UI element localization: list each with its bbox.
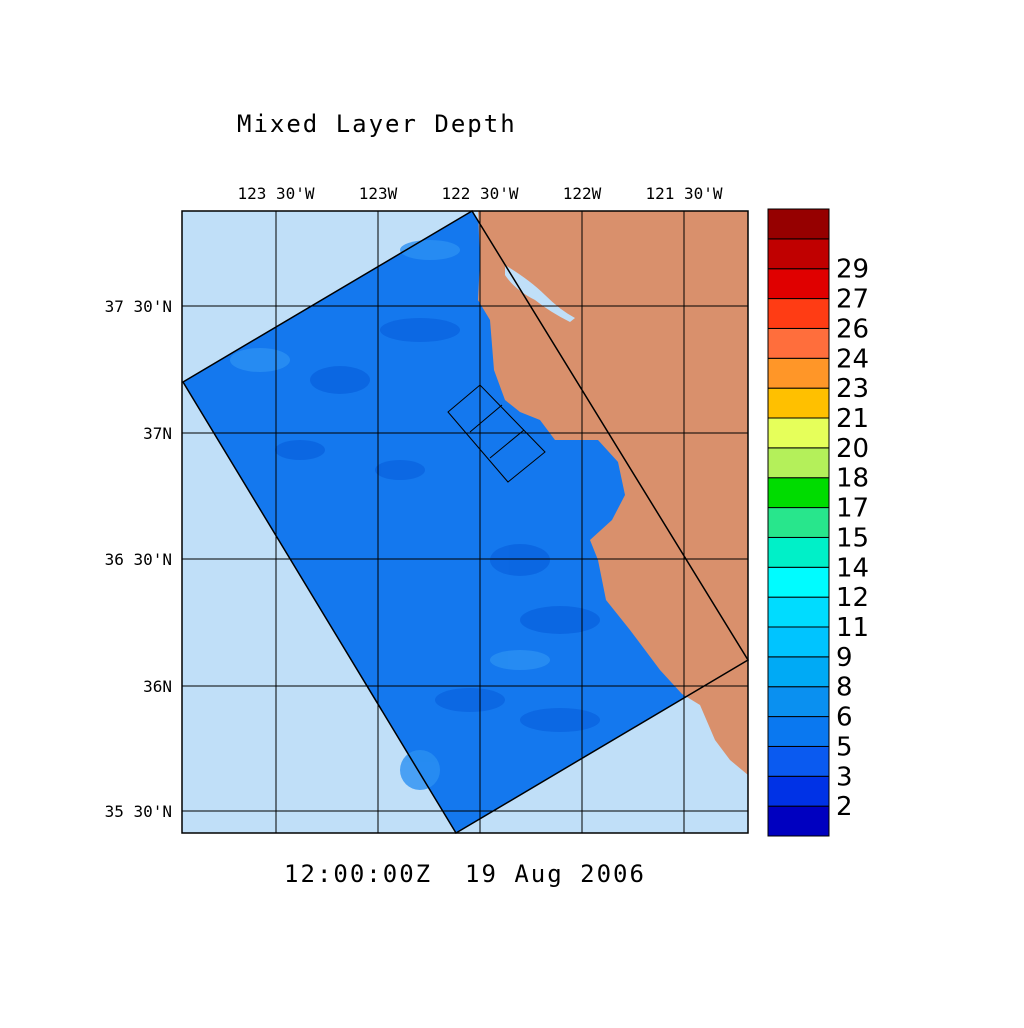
colorbar-label: 3 — [836, 762, 853, 792]
colorbar-swatch — [767, 507, 830, 538]
colorbar-swatch — [767, 268, 830, 300]
mld-patches — [275, 318, 600, 732]
lat-labels: 37 30'N 37N 36 30'N 36N 35 30'N — [105, 297, 172, 821]
colorbar-swatch — [767, 327, 830, 359]
colorbar-swatch — [767, 745, 830, 777]
mld-patches-light — [230, 240, 550, 790]
lon-label: 123 30'W — [237, 184, 314, 203]
colorbar-swatch — [767, 387, 830, 419]
colorbar-label: 5 — [836, 732, 853, 762]
valid-time: 12:00:00Z 19 Aug 2006 — [284, 860, 646, 888]
colorbar-label: 24 — [836, 344, 869, 374]
lon-label: 121 30'W — [645, 184, 722, 203]
colorbar-label: 8 — [836, 673, 853, 703]
colorbar-label: 29 — [836, 255, 869, 285]
bay — [505, 265, 575, 322]
colorbar-label: 20 — [836, 434, 869, 464]
colorbar-swatch — [767, 208, 830, 240]
colorbar-swatch — [767, 447, 830, 479]
nested-boxes — [447, 384, 546, 483]
colorbar-label: 26 — [836, 314, 869, 344]
lon-labels: 123 30'W 123W 122 30'W 122W 121 30'W — [237, 184, 722, 203]
colorbar-swatch — [767, 596, 830, 628]
colorbar-label: 17 — [836, 494, 869, 524]
colorbar-swatch — [767, 477, 830, 509]
lat-label: 35 30'N — [105, 802, 172, 821]
colorbar-swatch — [767, 417, 830, 449]
colorbar-swatch — [767, 536, 830, 568]
lon-label: 122W — [563, 184, 602, 203]
colorbar-swatch — [767, 686, 830, 718]
colorbar-swatch — [767, 357, 830, 389]
colorbar-swatch — [767, 298, 830, 329]
colorbar-swatch — [767, 716, 830, 747]
colorbar-label: 15 — [836, 523, 869, 553]
model-domain — [183, 211, 748, 833]
colorbar-label: 23 — [836, 374, 869, 404]
colorbar-label: 21 — [836, 404, 869, 434]
lon-label: 123W — [359, 184, 398, 203]
colorbar-swatch — [767, 626, 830, 658]
colorbar-swatch — [767, 775, 830, 807]
colorbar-label: 6 — [836, 703, 853, 733]
map-frame — [181, 210, 749, 834]
map-area — [181, 209, 750, 835]
lat-label: 36 30'N — [105, 550, 172, 569]
land — [478, 211, 748, 775]
colorbar-label: 9 — [836, 643, 853, 673]
colorbar-label: 12 — [836, 583, 869, 613]
graticule — [182, 211, 748, 833]
colorbar-swatch — [767, 656, 830, 688]
colorbar-swatch — [767, 805, 830, 837]
colorbar-label: 27 — [836, 285, 869, 315]
lat-label: 37 30'N — [105, 297, 172, 316]
colorbar-swatch — [767, 566, 830, 598]
map-title: Mixed Layer Depth — [237, 110, 517, 138]
lat-label: 37N — [143, 424, 172, 443]
lat-label: 36N — [143, 677, 172, 696]
colorbar-label: 2 — [836, 792, 853, 822]
colorbar-swatch — [767, 238, 830, 270]
colorbar-label: 14 — [836, 553, 869, 583]
colorbar-label: 18 — [836, 464, 869, 494]
colorbar-label: 11 — [836, 613, 869, 643]
lon-label: 122 30'W — [441, 184, 518, 203]
